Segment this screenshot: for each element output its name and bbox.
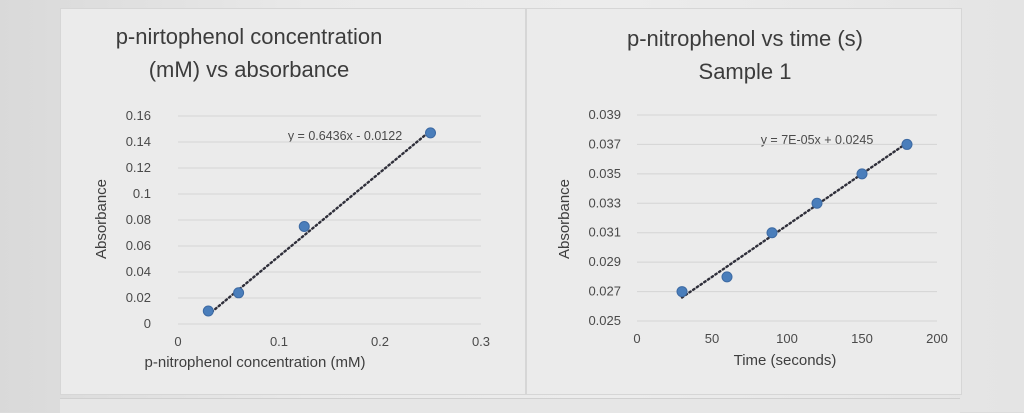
y-tick-label: 0.037 bbox=[588, 136, 621, 151]
y-tick-label: 0.027 bbox=[588, 284, 621, 299]
x-tick-label: 200 bbox=[926, 331, 948, 346]
data-point bbox=[766, 227, 778, 239]
data-point bbox=[721, 271, 733, 283]
data-point bbox=[425, 127, 436, 139]
y-tick-label: 0.08 bbox=[126, 212, 151, 227]
x-tick-label: 50 bbox=[705, 331, 719, 346]
data-point bbox=[676, 286, 688, 298]
data-point bbox=[901, 138, 913, 150]
y-tick-label: 0.029 bbox=[588, 254, 621, 269]
trendline-equation: y = 0.6436x - 0.0122 bbox=[288, 129, 402, 143]
chart-panel-concentration: p-nirtophenol concentration (mM) vs abso… bbox=[60, 8, 526, 395]
chart-title-line-2: (mM) vs absorbance bbox=[149, 57, 350, 82]
y-tick-label: 0.031 bbox=[588, 225, 621, 240]
data-point bbox=[856, 168, 868, 180]
chart-panel-time: p-nitrophenol vs time (s) Sample 1 Absor… bbox=[526, 8, 962, 395]
x-tick-label: 0 bbox=[633, 331, 640, 346]
y-tick-label: 0.06 bbox=[126, 238, 151, 253]
concentration-absorbance-chart: p-nirtophenol concentration (mM) vs abso… bbox=[93, 24, 490, 371]
x-tick-label: 0.1 bbox=[270, 334, 288, 349]
y-tick-label: 0.035 bbox=[588, 166, 621, 181]
y-axis-title: Absorbance bbox=[556, 179, 573, 259]
data-point bbox=[202, 305, 214, 317]
y-tick-label: 0.025 bbox=[588, 313, 621, 328]
y-tick-label: 0.14 bbox=[126, 134, 151, 149]
chart-title-line-2: Sample 1 bbox=[699, 59, 792, 84]
trendline bbox=[680, 141, 909, 299]
data-point bbox=[233, 287, 245, 299]
x-tick-label: 0.2 bbox=[371, 334, 389, 349]
y-axis-title: Absorbance bbox=[93, 179, 110, 259]
x-tick-label: 150 bbox=[851, 331, 873, 346]
lower-page-edge bbox=[60, 398, 960, 413]
y-tick-label: 0.16 bbox=[126, 108, 151, 123]
data-point bbox=[811, 197, 823, 209]
x-axis-title: p-nitrophenol concentration (mM) bbox=[145, 354, 366, 371]
x-axis-title: Time (seconds) bbox=[734, 352, 837, 369]
x-tick-label: 0 bbox=[174, 334, 181, 349]
time-absorbance-chart: p-nitrophenol vs time (s) Sample 1 Absor… bbox=[556, 26, 948, 369]
chart-title-line-1: p-nitrophenol vs time (s) bbox=[627, 26, 863, 51]
y-tick-label: 0.033 bbox=[588, 195, 621, 210]
chart-title-line-1: p-nirtophenol concentration bbox=[116, 24, 383, 49]
trendline-equation: y = 7E-05x + 0.0245 bbox=[761, 133, 874, 147]
y-tick-label: 0 bbox=[144, 316, 151, 331]
y-tick-label: 0.039 bbox=[588, 107, 621, 122]
y-tick-label: 0.04 bbox=[126, 264, 151, 279]
x-tick-label: 0.3 bbox=[472, 334, 490, 349]
x-tick-label: 100 bbox=[776, 331, 798, 346]
y-tick-label: 0.1 bbox=[133, 186, 151, 201]
trendline bbox=[207, 129, 432, 316]
y-tick-label: 0.12 bbox=[126, 160, 151, 175]
y-tick-label: 0.02 bbox=[126, 290, 151, 305]
data-point bbox=[298, 221, 310, 232]
